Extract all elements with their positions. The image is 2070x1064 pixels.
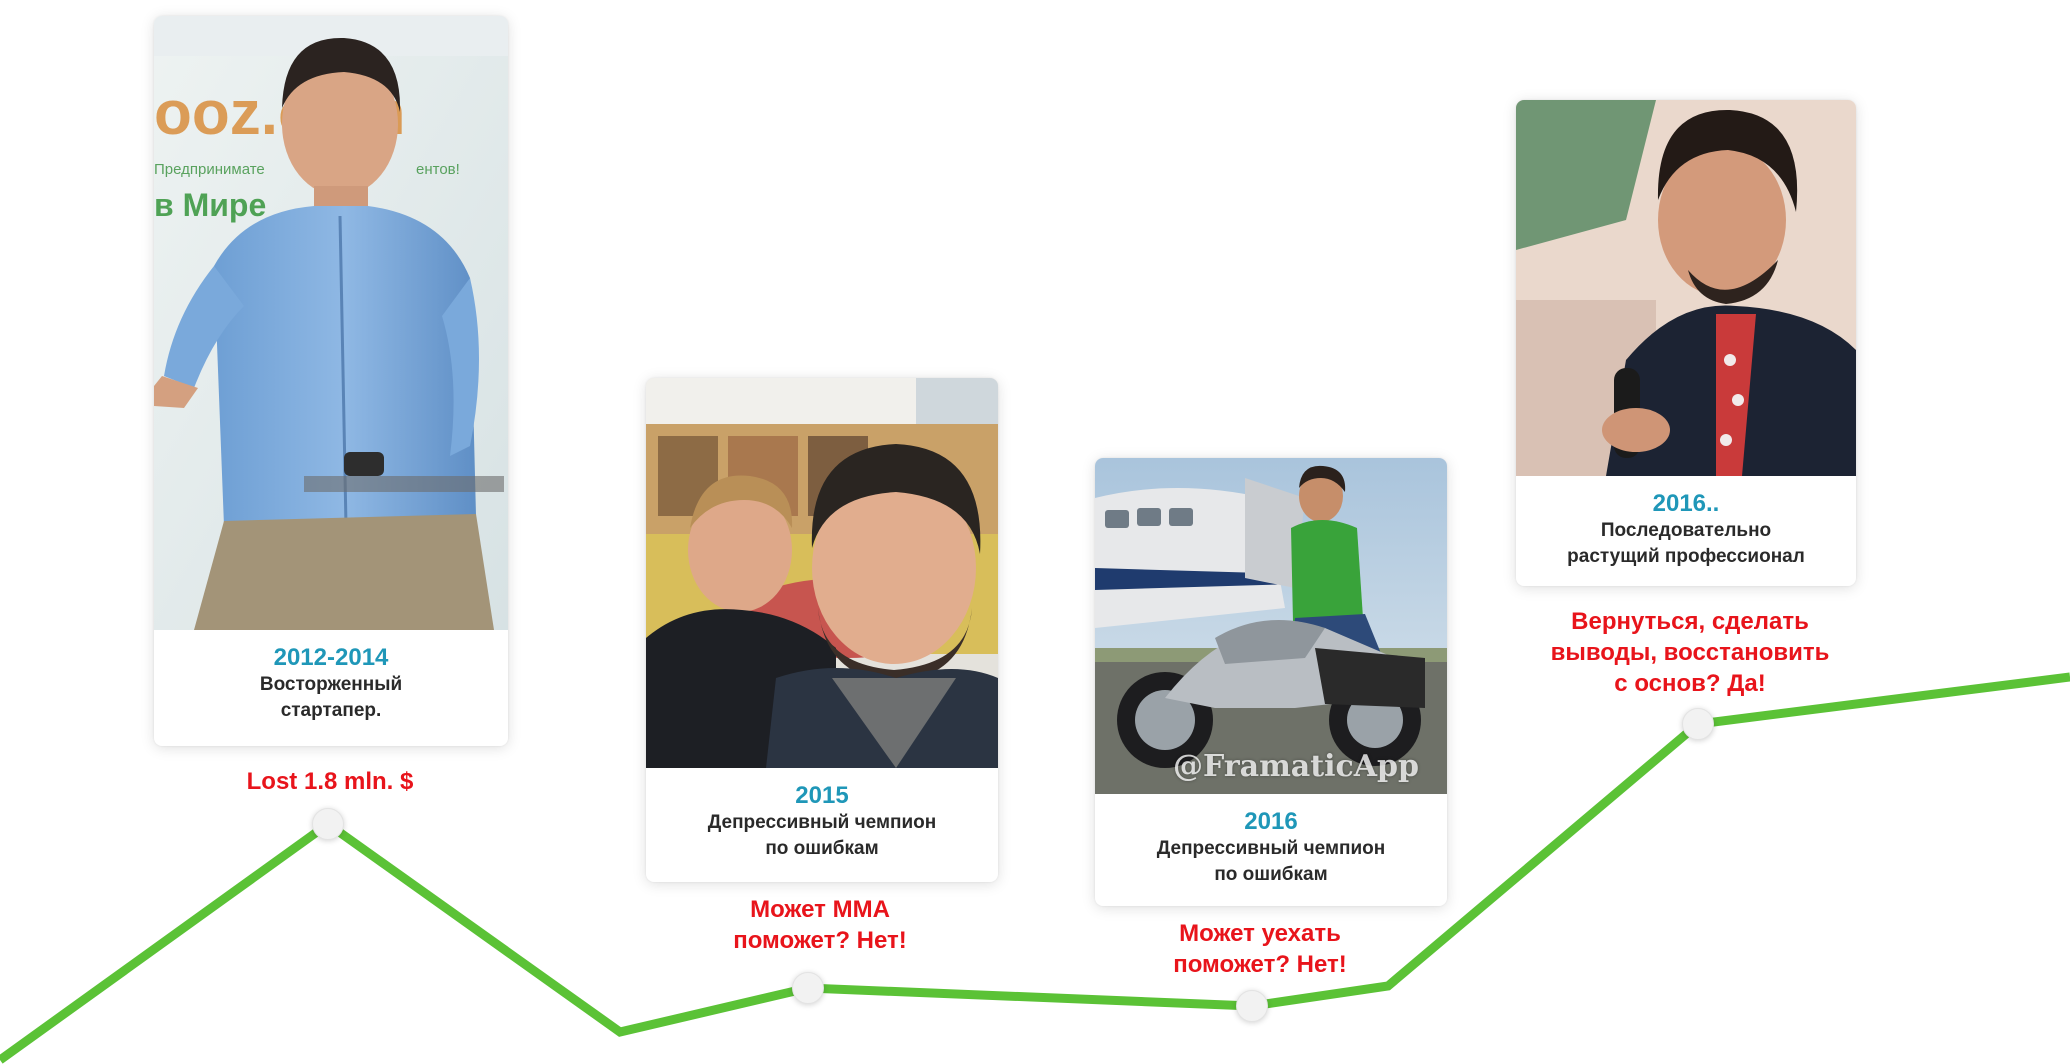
stage-photo-2: [646, 378, 998, 768]
stage-card-2: 2015 Депрессивный чемпион по ошибкам: [646, 378, 998, 882]
stage-outcome-4-line-2: выводы, восстановить: [1550, 639, 1830, 666]
stage-outcome-3: Может уехать поможет? Нет!: [1100, 918, 1420, 980]
stage-outcome-2: Может ММА поможет? Нет!: [660, 894, 980, 956]
stage-photo-3: @FramaticApp: [1095, 458, 1447, 794]
timeline-node-4: [1682, 708, 1714, 740]
stage-caption-2-line-1: Депрессивный чемпион: [707, 812, 937, 833]
timeline-node-3: [1236, 990, 1268, 1022]
stage-caption-4-line-1: Последовательно: [1600, 520, 1772, 541]
stage-year-2: 2015: [795, 782, 849, 809]
stage-photo-4: [1516, 100, 1856, 476]
svg-text:ентов!: ентов!: [416, 161, 460, 178]
stage-caption-1-line-1: Восторженный: [259, 674, 403, 695]
stage-outcome-1-line-1: Lost 1.8 mln. $: [246, 768, 414, 795]
stage-year-4: 2016..: [1652, 490, 1720, 517]
stage-outcome-2-line-1: Может ММА: [750, 896, 890, 923]
stage-outcome-4-line-3: с основ? Да!: [1614, 670, 1766, 697]
stage-caption-2-line-2: по ошибкам: [765, 838, 879, 859]
stage-card-3: @FramaticApp 2016 Депрессивный чемпион п…: [1095, 458, 1447, 906]
growth-line: [0, 672, 2070, 1064]
stage-card-1: ooz.com Предпринимате ентов! в Мире 2012…: [154, 16, 508, 746]
stage-outcome-3-line-2: поможет? Нет!: [1173, 951, 1347, 978]
svg-text:Предпринимате: Предпринимате: [154, 161, 265, 178]
stage-year-3: 2016: [1244, 808, 1298, 835]
stage-card-4: 2016.. Последовательно растущий професси…: [1516, 100, 1856, 586]
photo-watermark: @FramaticApp: [1173, 749, 1419, 784]
stage-caption-1-line-2: стартапер.: [280, 700, 382, 721]
stage-year-1: 2012-2014: [273, 644, 389, 671]
stage-caption-4-line-2: растущий профессионал: [1567, 546, 1805, 567]
stage-outcome-3-line-1: Может уехать: [1179, 920, 1341, 947]
stage-outcome-1: Lost 1.8 mln. $: [180, 766, 480, 797]
stage-caption-3-line-2: по ошибкам: [1214, 864, 1328, 885]
timeline-node-2: [792, 972, 824, 1004]
timeline-node-1: [312, 808, 344, 840]
stage-photo-1: ooz.com Предпринимате ентов! в Мире: [154, 16, 508, 630]
stage-outcome-4: Вернуться, сделать выводы, восстановить …: [1520, 606, 1860, 699]
stage-outcome-2-line-2: поможет? Нет!: [733, 927, 907, 954]
stage-outcome-4-line-1: Вернуться, сделать: [1571, 608, 1809, 635]
svg-text:в Мире: в Мире: [154, 187, 266, 223]
stage-caption-3-line-1: Депрессивный чемпион: [1156, 838, 1386, 859]
